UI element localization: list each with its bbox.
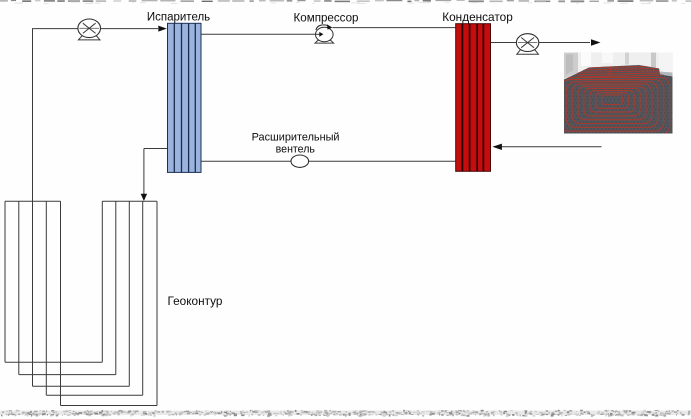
svg-text:вентель: вентель xyxy=(276,144,316,156)
svg-text:Расширительный: Расширительный xyxy=(252,132,340,144)
svg-text:Компрессор: Компрессор xyxy=(294,11,359,24)
svg-text:Геоконтур: Геоконтур xyxy=(168,294,223,308)
svg-text:Испаритель: Испаритель xyxy=(147,12,210,24)
svg-text:Конденсатор: Конденсатор xyxy=(442,10,513,24)
